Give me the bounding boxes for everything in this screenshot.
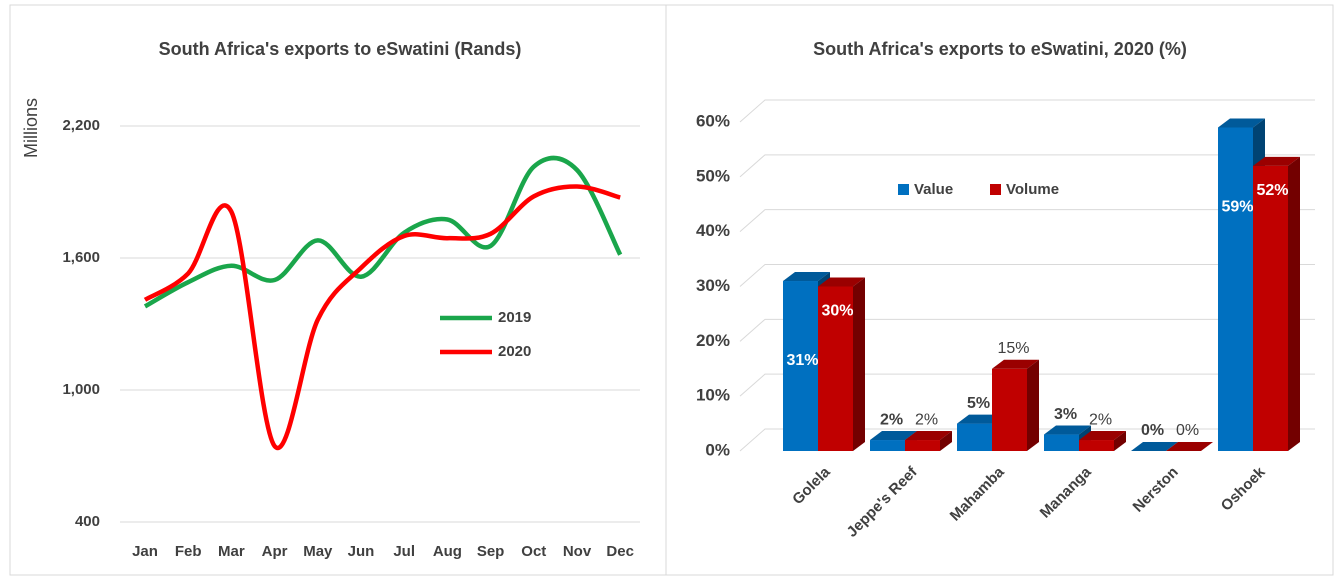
y-tick-label: 40% [696, 221, 730, 240]
data-label: 52% [1256, 182, 1288, 199]
bar-top [783, 272, 830, 282]
x-tick-label: Nov [563, 543, 592, 560]
legend-label: 2019 [498, 309, 531, 326]
bar-top [1166, 442, 1213, 451]
legend-label: Volume [1006, 181, 1059, 198]
bar [1079, 440, 1114, 451]
x-tick-label: Dec [606, 543, 634, 560]
bar-side [1027, 359, 1039, 451]
x-tick-label: Sep [477, 543, 505, 560]
legend-label: 2020 [498, 343, 531, 360]
y-tick-label: 2,200 [62, 117, 100, 134]
bar [870, 440, 905, 451]
bar [1218, 127, 1253, 451]
y-tick-label: 0% [705, 440, 730, 459]
grid-line [739, 428, 1315, 452]
x-tick-label: Mar [218, 543, 245, 560]
bar-top [992, 359, 1039, 369]
x-tick-label: Aug [433, 543, 462, 560]
bar-side [853, 277, 865, 451]
legend-swatch [990, 184, 1001, 195]
data-label: 30% [821, 303, 853, 320]
y-tick-label: 50% [696, 166, 730, 185]
bar-side [1114, 431, 1126, 451]
grid-line [739, 99, 1315, 123]
x-tick-label: Jul [393, 543, 415, 560]
grid-line [739, 264, 1315, 287]
bar-top [1079, 431, 1126, 441]
bar-top [1253, 156, 1300, 166]
y-tick-label: 1,600 [62, 249, 100, 266]
series-line [143, 155, 623, 309]
x-tick-label: May [303, 543, 333, 560]
y-tick-label: 20% [696, 331, 730, 350]
data-label: 2% [880, 411, 903, 428]
bar-top [818, 277, 865, 287]
chart-title: South Africa's exports to eSwatini, 2020… [813, 39, 1187, 59]
bar [1044, 434, 1079, 451]
data-label: 31% [786, 352, 818, 369]
bar [783, 281, 818, 451]
y-tick-label: 30% [696, 276, 730, 295]
x-tick-label: Oct [521, 543, 546, 560]
legend-label: Value [914, 181, 953, 198]
x-tick-label: Feb [175, 543, 202, 560]
bar-top [1218, 118, 1265, 128]
grid-line [739, 318, 1315, 342]
data-label: 3% [1054, 406, 1077, 423]
y-tick-label: 60% [696, 111, 730, 130]
x-tick-label: Jun [348, 543, 375, 560]
legend-swatch [898, 184, 909, 195]
bar-top [870, 431, 917, 441]
bar [1253, 165, 1288, 451]
data-label: 2% [1089, 411, 1112, 428]
x-tick-label: Jan [132, 543, 158, 560]
bar [992, 368, 1027, 451]
y-axis-label: Millions [21, 98, 41, 158]
bar-top [1131, 442, 1178, 451]
grid-line [739, 154, 1315, 178]
data-label: 5% [967, 395, 990, 412]
bar-side [1288, 156, 1300, 451]
data-label: 0% [1141, 422, 1164, 439]
data-label: 15% [997, 340, 1029, 357]
bar-top [1044, 425, 1091, 435]
data-label: 0% [1176, 422, 1199, 439]
grid-line [739, 209, 1315, 233]
x-tick-label: Apr [262, 543, 288, 560]
data-label: 2% [915, 411, 938, 428]
y-tick-label: 1,000 [62, 381, 100, 398]
y-tick-label: 10% [696, 386, 730, 405]
bar [818, 286, 853, 451]
grid-line [739, 373, 1315, 397]
data-label: 59% [1221, 199, 1253, 216]
bar [957, 423, 992, 451]
y-tick-label: 400 [75, 513, 100, 530]
chart-title: South Africa's exports to eSwatini (Rand… [159, 39, 522, 59]
bar [905, 440, 940, 451]
bar-top [905, 431, 952, 441]
bar-side [940, 431, 952, 451]
series-line [143, 184, 621, 451]
